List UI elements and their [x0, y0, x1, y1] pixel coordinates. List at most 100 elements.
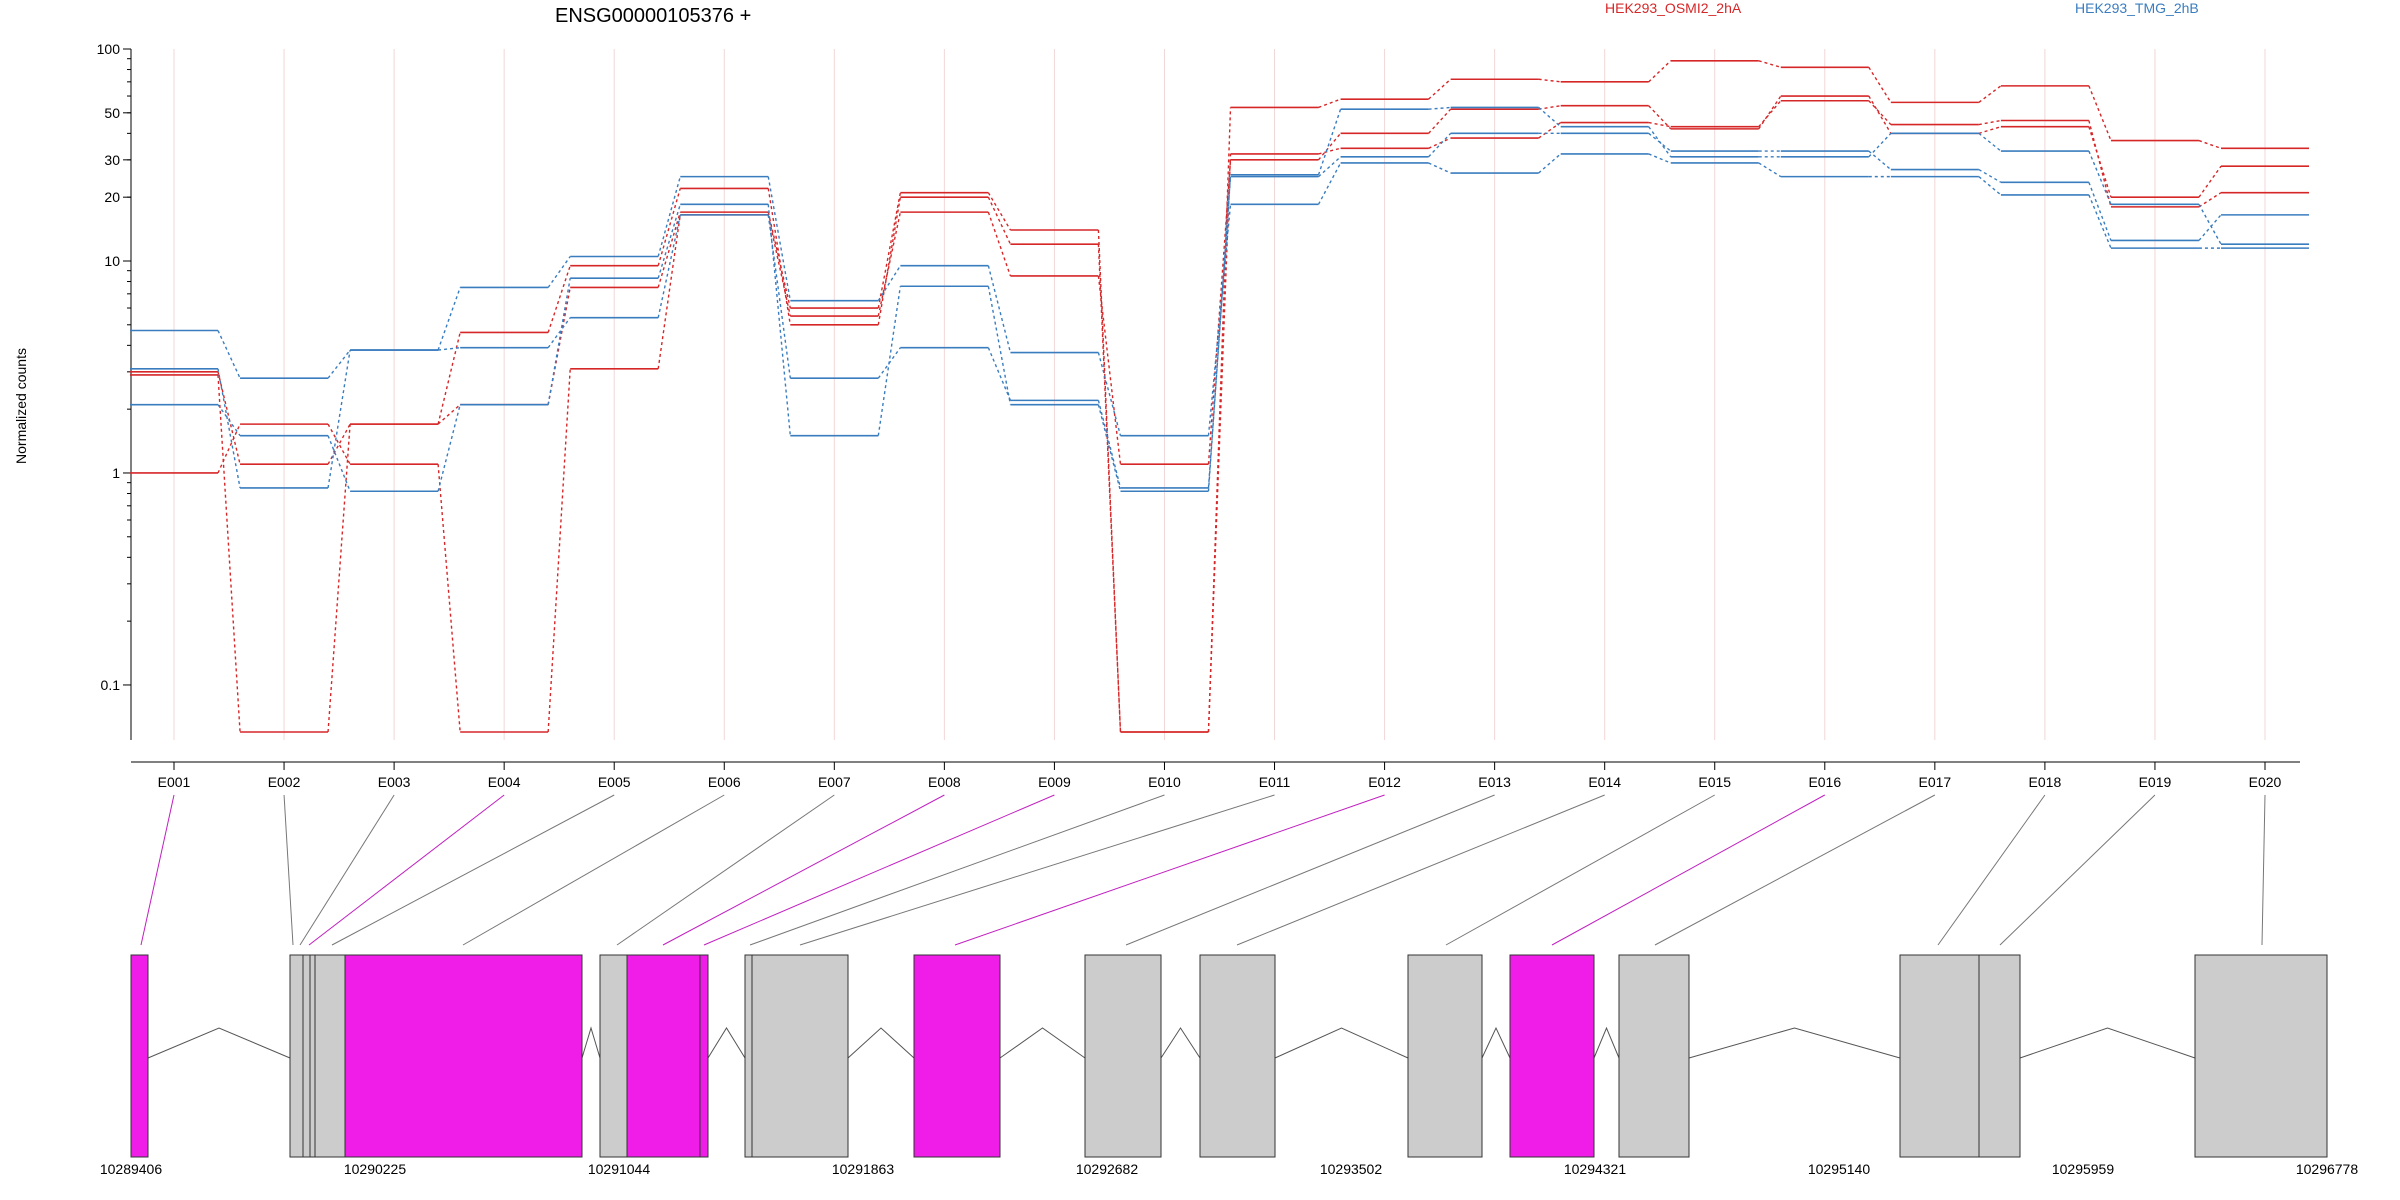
series-connector: [2088, 126, 2112, 198]
series-connector: [2088, 182, 2112, 241]
x-tick-label-e018: E018: [2029, 774, 2062, 790]
series-connector: [767, 211, 791, 309]
x-tick-label-e019: E019: [2139, 774, 2172, 790]
legend-entry-tmg: HEK293_TMG_2hB: [2075, 0, 2199, 16]
series-connector: [217, 423, 241, 474]
series-connector: [657, 176, 681, 257]
series-connector: [1978, 176, 2002, 196]
series-connector: [217, 330, 241, 379]
series-connector: [1097, 404, 1122, 492]
x-tick-label-e009: E009: [1038, 774, 1071, 790]
exon-block: [699, 954, 709, 1158]
exon-block: [344, 954, 583, 1158]
series-connector: [1428, 78, 1452, 100]
series-connector: [877, 192, 902, 309]
x-tick-label-e014: E014: [1588, 774, 1621, 790]
series-3: [130, 59, 2309, 733]
series-connector: [1868, 150, 1892, 171]
intron-line: [147, 1027, 291, 1059]
series-connector: [437, 287, 461, 351]
series-connector: [767, 176, 792, 301]
exon-block: [1899, 954, 1980, 1158]
series-connector: [217, 371, 241, 465]
x-tick-label-e017: E017: [1918, 774, 1951, 790]
connector-e017: [1654, 794, 1936, 946]
exon-block: [309, 954, 316, 1158]
series-connector: [2088, 150, 2112, 205]
series-connector: [1428, 132, 1452, 158]
series-5: [130, 132, 2309, 489]
exon-block: [2194, 954, 2328, 1158]
x-tick-label-e002: E002: [268, 774, 301, 790]
legend-entry-osmi2: HEK293_OSMI2_2hA: [1605, 0, 1742, 16]
y-axis: 0.1 1 10 20 30 50 100: [97, 41, 132, 740]
coordinate-label: 10291863: [832, 1161, 895, 1177]
series-connector: [1868, 132, 1892, 158]
series-connector: [438, 346, 461, 351]
connector-e002: [283, 794, 294, 946]
series-connector: [657, 188, 681, 266]
series-connector: [1648, 126, 1672, 158]
series-connector: [1318, 98, 1341, 109]
exon-block: [302, 954, 311, 1158]
connector-e010: [749, 794, 1165, 946]
exon-block: [289, 954, 304, 1158]
coordinate-label: 10295959: [2052, 1161, 2115, 1177]
connector-e005: [331, 794, 615, 946]
x-tick-label-e020: E020: [2249, 774, 2282, 790]
gene-model: [130, 954, 2328, 1158]
series-connector: [547, 317, 571, 349]
series-connector: [1868, 66, 1892, 103]
coordinate-label: 10291044: [588, 1161, 651, 1177]
genomic-coordinate-axis: 10289406 10290225 10291044 10291863 10292682…: [100, 1161, 2359, 1177]
series-layer: [130, 59, 2309, 733]
series-connector: [2198, 192, 2222, 208]
series-connector: [547, 368, 571, 733]
series-connector: [1648, 60, 1672, 83]
x-tick-label-e004: E004: [488, 774, 521, 790]
exon-block: [130, 954, 149, 1158]
connector-e007: [616, 794, 835, 946]
series-connector: [1318, 156, 1342, 178]
x-tick-label-e016: E016: [1808, 774, 1841, 790]
intron-line: [1593, 1026, 1620, 1059]
series-connector: [327, 423, 351, 465]
intron-line: [847, 1027, 915, 1059]
series-connector: [767, 188, 792, 325]
exon-block: [1084, 954, 1162, 1158]
connector-e014: [1236, 794, 1605, 946]
intron-line: [707, 1027, 746, 1059]
series-connector: [547, 256, 571, 288]
series-connector: [327, 424, 351, 733]
x-tick-label-e003: E003: [378, 774, 411, 790]
series-connector: [1868, 95, 1892, 134]
y-tick-label: 0.1: [101, 677, 121, 693]
coordinate-label: 10294321: [1564, 1161, 1627, 1177]
series-connector: [1428, 137, 1451, 149]
series-connector: [2198, 165, 2222, 198]
series-connector: [217, 404, 241, 437]
series-connector: [1207, 176, 1232, 488]
coordinate-label: 10293502: [1320, 1161, 1383, 1177]
series-connector: [1978, 85, 2002, 103]
series-connector: [1318, 147, 1341, 155]
series-connector: [1207, 174, 1232, 492]
series-connector: [1428, 106, 1451, 110]
series-connector: [437, 404, 461, 492]
x-tick-label-e015: E015: [1698, 774, 1731, 790]
connector-e015: [1445, 794, 1715, 946]
x-tick-label-e005: E005: [598, 774, 631, 790]
exon-connectors: [140, 794, 2266, 946]
series-connector: [1317, 132, 1342, 161]
intron-line: [1688, 1027, 1901, 1059]
x-tick-label-e011: E011: [1259, 774, 1291, 790]
y-tick-label: 10: [104, 253, 120, 269]
y-tick-label: 30: [104, 152, 120, 168]
x-tick-label-e008: E008: [928, 774, 961, 790]
connector-e013: [1125, 794, 1495, 946]
series-connector: [987, 286, 1012, 405]
coordinate-label: 10289406: [100, 1161, 163, 1177]
series-connector: [987, 192, 1012, 231]
intron-line: [1481, 1026, 1511, 1059]
